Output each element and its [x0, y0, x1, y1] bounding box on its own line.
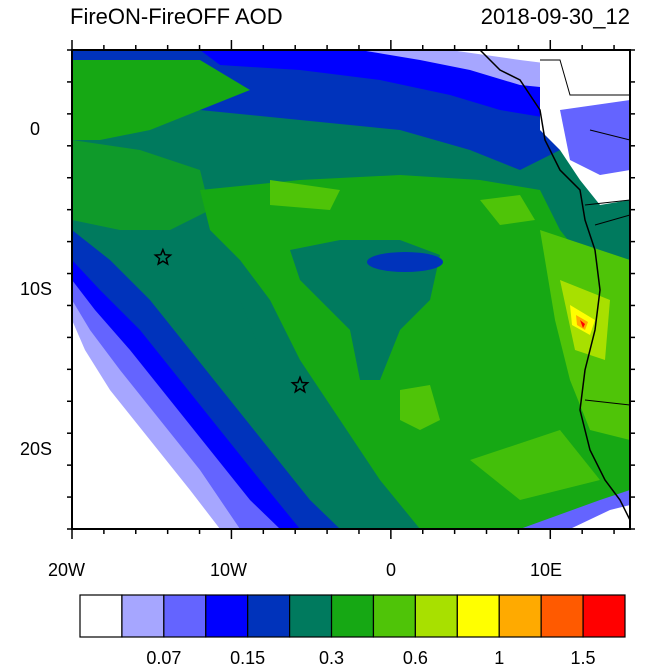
colorbar-swatch: [330, 594, 375, 638]
colorbar-swatch: [414, 594, 458, 638]
colorbar-swatch: [121, 594, 165, 638]
colorbar-swatch: [79, 594, 123, 638]
colorbar-label: 0.15: [230, 648, 266, 668]
y-tick-label: 0: [30, 119, 41, 139]
map-timestamp: 2018-09-30_12: [480, 4, 630, 29]
colorbar-swatch: [372, 594, 416, 638]
colorbar-swatch: [205, 594, 249, 638]
colorbar-label: 0.07: [146, 648, 182, 668]
axis-ticks: [67, 40, 635, 539]
colorbar-label: 1.5: [570, 648, 596, 668]
aod-field: [72, 50, 630, 529]
star-marker-icon: [153, 247, 173, 266]
x-tick-label: 20W: [48, 560, 86, 580]
colorbar-swatch: [456, 594, 500, 638]
colorbar-swatch: [247, 594, 291, 638]
colorbar-swatch: [163, 594, 207, 638]
colorbar: [79, 594, 626, 638]
colorbar-swatch: [582, 594, 626, 638]
site-markers: [153, 247, 310, 394]
x-tick-label: 10W: [210, 560, 248, 580]
colorbar-label: 1: [494, 648, 505, 668]
colorbar-swatch: [289, 594, 333, 638]
plot-frame: [71, 49, 631, 530]
colorbar-label: 0.6: [402, 648, 428, 668]
x-tick-label: 10E: [530, 560, 563, 580]
x-tick-label: 0: [386, 560, 397, 580]
y-tick-label: 20S: [20, 439, 53, 459]
colorbar-label: 0.3: [319, 648, 345, 668]
colorbar-swatch: [498, 594, 542, 638]
y-tick-label: 10S: [20, 279, 53, 299]
star-marker-icon: [290, 375, 310, 394]
map-title: FireON-FireOFF AOD: [70, 4, 283, 29]
colorbar-swatch: [540, 594, 584, 638]
